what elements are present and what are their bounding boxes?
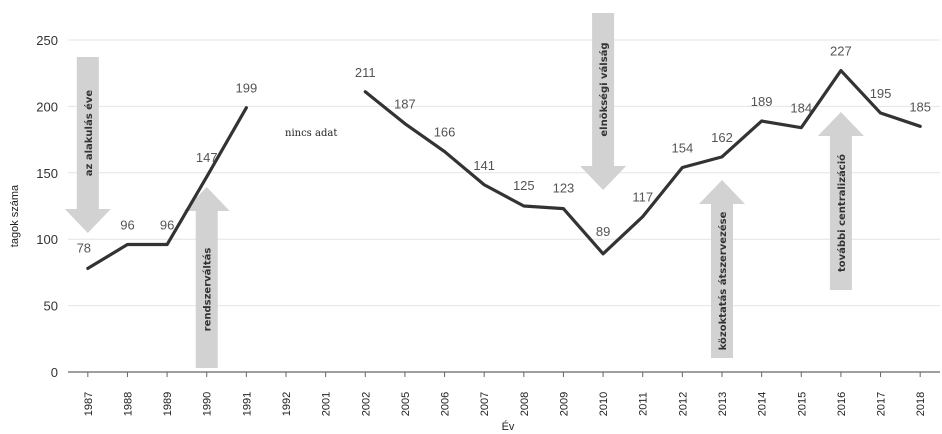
y-tick-labels: 0 50 100 150 200 250 <box>36 33 58 380</box>
data-label: 184 <box>790 101 812 116</box>
x-tick-label: 1992 <box>281 392 293 416</box>
data-label: 96 <box>120 218 134 233</box>
x-tick-label: 1989 <box>162 392 174 416</box>
x-tick-label: 2013 <box>717 392 729 416</box>
annotation-label: további centralizáció <box>836 154 848 272</box>
x-tick-label: 1991 <box>241 392 253 416</box>
x-tick-label: 2005 <box>400 392 412 416</box>
x-tick-label: 1990 <box>202 392 214 416</box>
series-line <box>363 68 922 256</box>
x-tick-label: 2011 <box>638 392 650 416</box>
data-labels: 78 96 96 147 199 211 187 166 141 125 123 89 117 154 16… <box>77 44 931 256</box>
data-label: 154 <box>672 140 694 155</box>
data-label: 96 <box>160 218 174 233</box>
x-tick-label: 2007 <box>479 392 491 416</box>
annotation-label: az alakulás éve <box>83 90 95 177</box>
data-label: 78 <box>77 240 91 255</box>
y-tick-label: 100 <box>36 232 58 247</box>
y-tick-label: 0 <box>51 365 58 380</box>
x-tick-label: 2002 <box>360 392 372 416</box>
series-line-group <box>86 68 922 271</box>
data-label: 125 <box>513 178 535 193</box>
y-tick-label: 200 <box>36 99 58 114</box>
y-tick-label: 50 <box>44 299 58 314</box>
data-label: 187 <box>394 97 416 112</box>
x-tick-label: 2015 <box>796 392 808 416</box>
x-tick-label: 2006 <box>440 392 452 416</box>
x-axis-title: Év <box>502 420 515 433</box>
data-label: 123 <box>553 181 575 196</box>
x-tick-label: 2017 <box>876 392 888 416</box>
data-label: 211 <box>355 65 376 80</box>
x-tick-label: 2018 <box>915 392 927 416</box>
annotation-label: közoktatás átszervezése <box>717 211 729 350</box>
annotation-arrow <box>699 180 745 358</box>
data-label: 189 <box>751 94 773 109</box>
no-data-note: nincs adat <box>285 128 337 139</box>
series-line <box>86 106 248 271</box>
annotation-arrow <box>183 187 230 368</box>
x-tick-label: 2016 <box>836 392 848 416</box>
annotation-label: elnökségi válság <box>598 42 610 136</box>
x-tick-label: 1988 <box>122 392 134 416</box>
annotation-arrows: az alakulás éve rendszerváltás elnökségi v… <box>64 13 864 368</box>
annotation-arrow <box>580 13 627 190</box>
data-label: 195 <box>870 86 892 101</box>
x-tick-label: 1987 <box>83 392 95 416</box>
y-tick-label: 250 <box>36 33 58 48</box>
x-tick-label: 2012 <box>677 392 689 416</box>
data-label: 117 <box>632 190 653 205</box>
y-axis-title: tagok száma <box>9 184 21 247</box>
annotation-arrow <box>817 112 864 290</box>
data-label: 141 <box>473 158 495 173</box>
x-tick-label: 2009 <box>558 392 570 416</box>
x-tick-label: 2008 <box>519 392 531 416</box>
annotation-arrow <box>64 57 111 233</box>
data-label: 147 <box>196 150 218 165</box>
data-label: 227 <box>830 44 852 59</box>
data-label: 199 <box>236 81 258 96</box>
data-label: 162 <box>711 130 733 145</box>
x-tick-label: 2014 <box>757 392 769 416</box>
x-tick-labels: 1987 1988 1989 1990 1991 1992 2001 2002 2005 2006… <box>83 392 927 416</box>
annotation-label: rendszerváltás <box>202 248 214 332</box>
x-tick-label: 2010 <box>598 392 610 416</box>
x-tick-label: 2001 <box>321 392 333 416</box>
data-label: 166 <box>434 125 456 140</box>
data-label: 185 <box>909 99 931 114</box>
y-tick-label: 150 <box>36 166 58 181</box>
data-label: 89 <box>596 224 610 239</box>
